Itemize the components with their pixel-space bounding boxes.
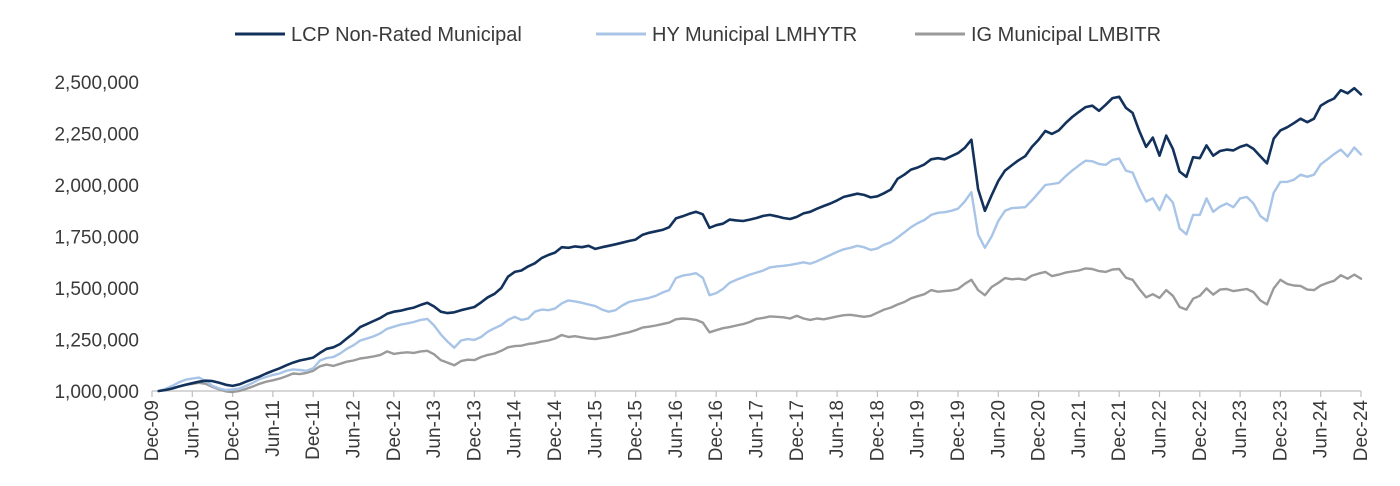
legend-item-ig: IG Municipal LMBITR xyxy=(915,24,1161,46)
series-line-lcp-non-rated-municipal xyxy=(157,86,1363,393)
x-tick-label: Dec-11 xyxy=(303,400,324,460)
y-tick-label: 1,250,000 xyxy=(54,331,139,352)
x-tick-label: Dec-16 xyxy=(706,400,727,461)
x-tick-label: Dec-22 xyxy=(1190,400,1211,461)
y-tick-label: 1,500,000 xyxy=(54,279,139,300)
x-tick-label: Dec-10 xyxy=(223,400,244,461)
series-line-hy-municipal-lmhytr xyxy=(157,146,1363,393)
x-tick-label: Dec-24 xyxy=(1351,400,1372,462)
x-tick-label: Jun-14 xyxy=(505,400,526,459)
series-line-ig-municipal-lmbitr xyxy=(157,267,1363,394)
x-tick-label: Jun-19 xyxy=(908,400,929,458)
y-axis: 1,000,000 1,250,000 1,500,000 1,750,000 2,00… xyxy=(54,73,139,403)
x-tick-label: Jun-13 xyxy=(424,400,445,458)
legend-label: LCP Non-Rated Municipal xyxy=(291,24,522,46)
x-tick-label: Jun-18 xyxy=(827,400,848,458)
x-tick-label: Dec-18 xyxy=(867,400,888,461)
x-tick-label: Jun-16 xyxy=(666,400,687,458)
legend-item-lcp: LCP Non-Rated Municipal xyxy=(235,24,522,46)
x-tick-label: Dec-13 xyxy=(464,400,485,461)
legend-label: HY Municipal LMHYTR xyxy=(652,24,857,46)
y-tick-label: 1,000,000 xyxy=(54,382,139,403)
x-tick-label: Dec-20 xyxy=(1029,400,1050,461)
x-axis: Dec-09 Jun-10 Dec-10 Jun-11 Dec-11 Jun-12 Dec-… xyxy=(142,390,1372,462)
x-tick-label: Dec-15 xyxy=(626,400,647,461)
x-tick-label: Dec-12 xyxy=(384,400,405,461)
plot-area xyxy=(157,86,1363,394)
x-tick-label: Jun-22 xyxy=(1150,400,1171,458)
x-tick-label: Dec-17 xyxy=(787,400,808,461)
x-tick-label: Dec-23 xyxy=(1270,400,1291,461)
x-tick-label: Jun-23 xyxy=(1230,400,1251,458)
x-tick-label: Dec-19 xyxy=(948,400,969,461)
x-tick-label: Dec-14 xyxy=(545,400,566,462)
x-tick-label: Jun-15 xyxy=(585,400,606,458)
x-tick-label: Jun-24 xyxy=(1311,400,1332,459)
y-tick-label: 2,000,000 xyxy=(54,176,139,197)
legend-item-hy: HY Municipal LMHYTR xyxy=(596,24,857,46)
x-tick-label: Dec-09 xyxy=(142,400,163,461)
x-tick-label: Jun-20 xyxy=(988,400,1009,458)
x-tick-label: Jun-10 xyxy=(182,400,203,458)
x-tick-label: Jun-21 xyxy=(1069,400,1090,458)
legend-label: IG Municipal LMBITR xyxy=(971,24,1161,46)
x-tick-label: Jun-17 xyxy=(747,400,768,458)
x-tick-label: Jun-11 xyxy=(263,400,284,457)
y-tick-label: 2,500,000 xyxy=(54,73,139,94)
chart-legend: LCP Non-Rated Municipal HY Municipal LMHY… xyxy=(235,24,1161,46)
x-tick-label: Dec-21 xyxy=(1109,400,1130,461)
y-tick-label: 2,250,000 xyxy=(54,125,139,146)
y-tick-label: 1,750,000 xyxy=(54,228,139,249)
x-tick-label: Jun-12 xyxy=(344,400,365,458)
